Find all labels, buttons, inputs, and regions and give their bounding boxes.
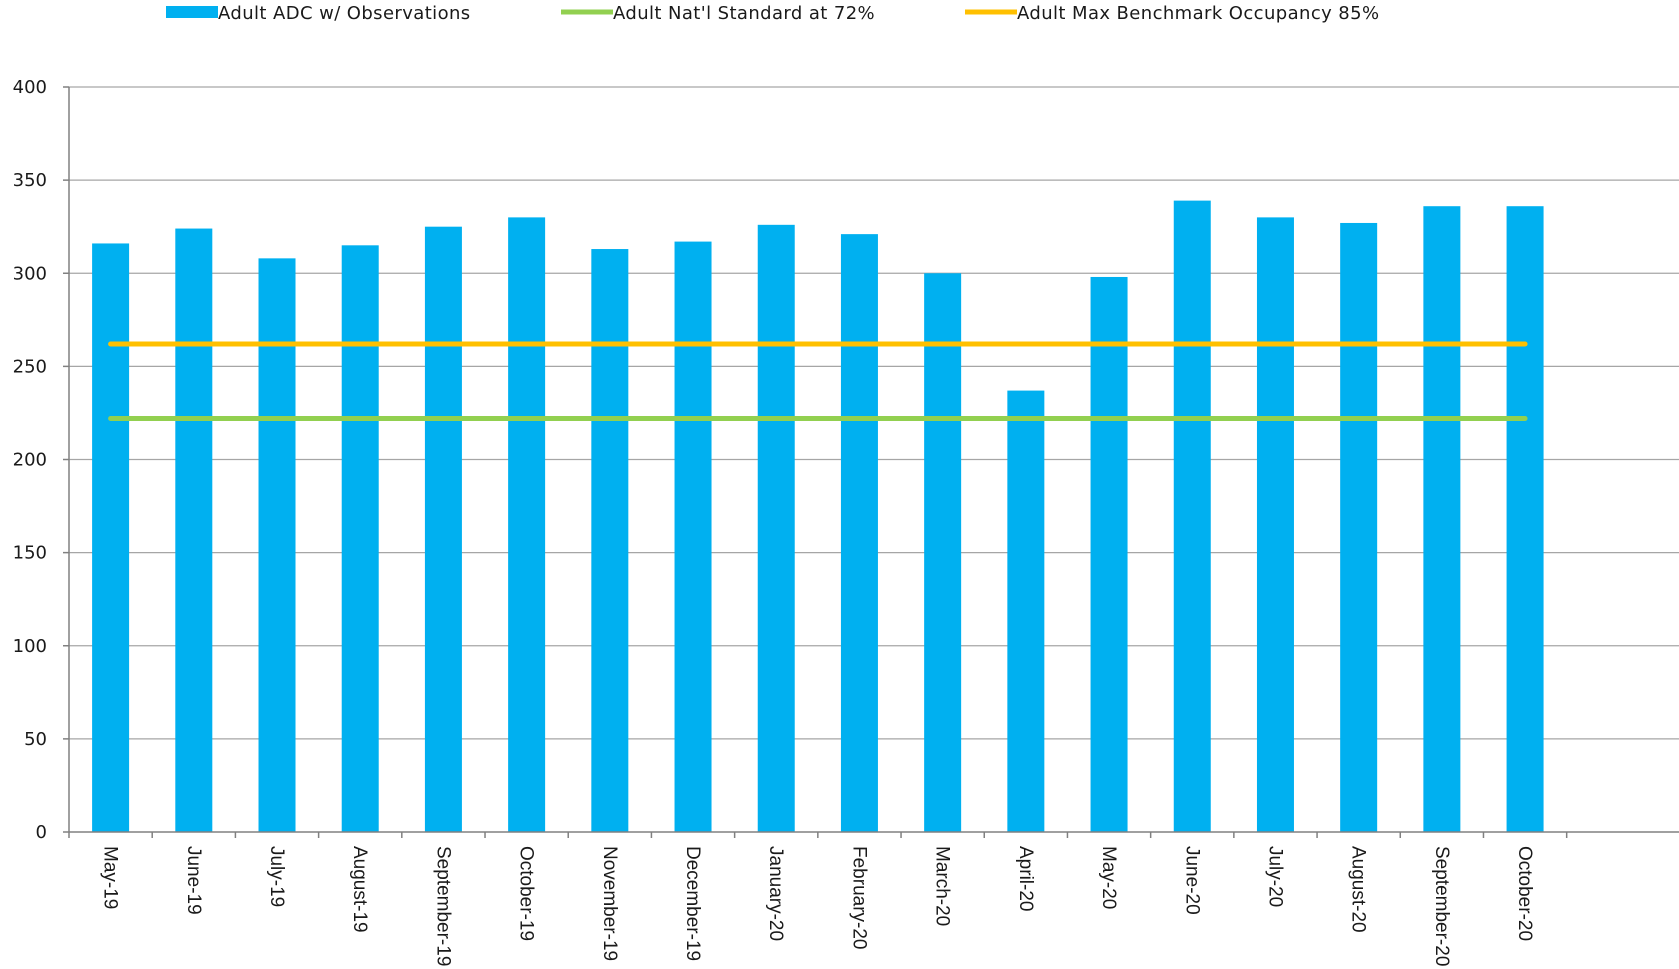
bar — [1256, 217, 1294, 832]
bar — [757, 224, 795, 832]
x-category-label: January-20 — [765, 846, 786, 941]
bar — [924, 273, 962, 832]
bar — [1506, 206, 1544, 832]
x-category-label: September-20 — [1431, 846, 1452, 966]
x-category-label: February-20 — [848, 846, 869, 950]
x-category-label: November-19 — [599, 846, 620, 961]
chart-axes — [63, 86, 1679, 838]
bar — [1090, 276, 1128, 833]
bar-series — [92, 200, 1544, 833]
bar — [1007, 390, 1045, 832]
y-tick-label: 100 — [13, 636, 47, 657]
legend-label: Adult Nat'l Standard at 72% — [613, 3, 875, 24]
x-category-label: September-19 — [432, 846, 453, 966]
y-tick-label: 0 — [36, 822, 47, 843]
legend-swatch — [166, 6, 218, 18]
x-category-label: June-20 — [1181, 846, 1202, 915]
bar — [341, 245, 379, 832]
bar — [1173, 200, 1211, 833]
x-category-label: August-19 — [349, 846, 370, 933]
x-category-label: August-20 — [1348, 846, 1369, 933]
bar — [674, 241, 712, 832]
y-tick-label: 300 — [13, 263, 47, 284]
x-category-label: October-19 — [516, 846, 537, 941]
y-tick-label: 250 — [13, 356, 47, 377]
bar — [508, 217, 546, 832]
y-tick-label: 350 — [13, 170, 47, 191]
x-category-label: April-20 — [1015, 846, 1036, 911]
bar — [591, 249, 629, 833]
y-tick-label: 150 — [13, 543, 47, 564]
bar — [424, 226, 462, 832]
bar — [1423, 206, 1461, 832]
legend-label: Adult Max Benchmark Occupancy 85% — [1017, 3, 1380, 24]
y-axis-tick-labels: 0 50 100 150 200 250 300 350 400 — [13, 77, 47, 843]
y-tick-label: 50 — [24, 729, 47, 750]
x-category-label: March-20 — [932, 846, 953, 926]
reference-lines — [108, 341, 1528, 422]
x-category-label: May-20 — [1098, 846, 1119, 909]
bar — [840, 234, 878, 832]
x-category-label: December-19 — [682, 846, 703, 961]
x-category-label: July-20 — [1264, 846, 1285, 907]
bar — [92, 243, 130, 832]
x-axis-category-labels: May-19 June-19 July-19 August-19 September-1… — [100, 846, 1535, 966]
x-category-label: October-20 — [1514, 846, 1535, 941]
chart-legend: Adult ADC w/ Observations Adult Nat'l Sta… — [166, 3, 1380, 24]
bar — [175, 228, 213, 833]
bar — [1340, 222, 1378, 832]
bar — [258, 258, 296, 833]
y-tick-label: 400 — [13, 77, 47, 98]
x-category-label: July-19 — [266, 846, 287, 907]
legend-label: Adult ADC w/ Observations — [218, 3, 471, 24]
x-category-label: June-19 — [183, 846, 204, 915]
y-tick-label: 200 — [13, 450, 47, 471]
x-category-label: May-19 — [100, 846, 121, 909]
